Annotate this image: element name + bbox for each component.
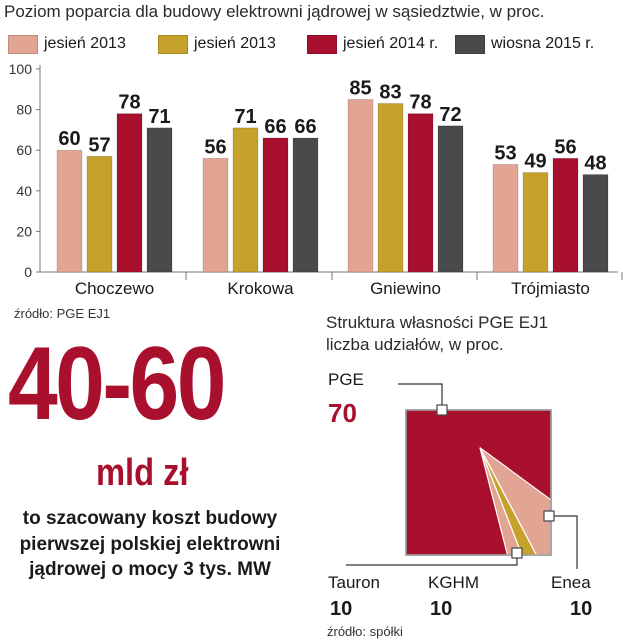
bar-value-label: 78 [118, 92, 140, 114]
bar [582, 174, 609, 273]
bar-value-label: 66 [294, 116, 316, 138]
bar-value-label: 56 [554, 136, 576, 158]
x-category-label: Gniewino [370, 279, 441, 298]
cost-description-line: to szacowany koszt budowy [22, 508, 278, 529]
leader-marker-tauron [511, 547, 523, 559]
legend-label: wiosna 2015 r. [491, 35, 595, 52]
bar [492, 164, 519, 273]
bar [86, 155, 113, 273]
legend-label: jesień 2013 [194, 35, 276, 52]
legend-item: jesień 2013 [158, 34, 276, 54]
bar [407, 113, 434, 273]
owner-name-pge: PGE [328, 370, 364, 389]
bar-value-label: 78 [409, 92, 431, 114]
y-tick-label: 80 [16, 102, 32, 118]
bar [116, 113, 143, 273]
bar-value-label: 57 [88, 134, 110, 156]
legend-item: jesień 2014 r. [307, 34, 438, 54]
bar-value-label: 66 [264, 116, 286, 138]
bar [146, 127, 173, 273]
legend-swatch [158, 34, 188, 54]
ownership-source: źródło: spółki [327, 624, 403, 639]
y-tick-label: 60 [16, 142, 32, 158]
bar-value-label: 71 [234, 106, 256, 128]
cost-description-line: pierwszej polskiej elektrowni [19, 533, 281, 555]
cost-description: to szacowany koszt budowy pierwszej pols… [0, 506, 300, 583]
legend-label: jesień 2014 r. [343, 35, 439, 52]
chart-source: źródło: PGE EJ1 [14, 306, 111, 321]
owner-value-kghm: 10 [430, 598, 453, 620]
leader-line-pge [398, 383, 443, 410]
ownership-subtitle: liczba udziałów, w proc. [326, 335, 504, 355]
share-border [405, 409, 552, 556]
owner-value-enea: 10 [570, 598, 593, 620]
bar [522, 172, 549, 273]
bar-value-label: 49 [524, 151, 546, 173]
y-tick-label: 40 [16, 183, 32, 199]
bar [292, 137, 319, 273]
y-tick-label: 0 [24, 264, 32, 280]
legend-swatch [455, 34, 485, 54]
bar-value-label: 83 [379, 82, 401, 104]
ownership-title: Struktura własności PGE EJ1 liczba udzia… [326, 312, 548, 356]
legend-item: jesień 2013 [8, 34, 126, 54]
x-category-label: Krokowa [227, 279, 294, 298]
bar [202, 157, 229, 273]
legend-swatch [8, 34, 38, 54]
owner-name-kghm: KGHM [428, 573, 479, 592]
leader-marker-enea [543, 510, 555, 522]
bar [377, 103, 404, 273]
bar-value-label: 53 [494, 142, 516, 164]
bar [437, 125, 464, 273]
bar-value-label: 60 [58, 128, 80, 150]
legend-swatch [307, 34, 337, 54]
legend-label: jesień 2013 [44, 35, 126, 52]
leader-marker-pge [436, 404, 448, 416]
bar-chart: 0 20 40 60 80 100 60 57 78 71 Choczewo 56 71 66 66 Krok… [9, 61, 623, 298]
bar [552, 157, 579, 273]
owner-name-tauron: Tauron [328, 573, 380, 592]
bar-value-label: 71 [148, 106, 170, 128]
bar [56, 149, 83, 273]
cost-unit: mld zł [96, 452, 189, 494]
bar [232, 127, 259, 273]
x-category-label: Choczewo [75, 279, 154, 298]
legend-item: wiosna 2015 r. [455, 34, 594, 54]
chart-title: Poziom poparcia dla budowy elektrowni ją… [4, 2, 545, 21]
bar-value-label: 48 [584, 153, 606, 175]
bar [262, 137, 289, 273]
bar-value-label: 85 [349, 77, 371, 99]
x-category-label: Trójmiasto [511, 279, 590, 298]
bar-value-label: 72 [439, 104, 461, 126]
y-tick-label: 100 [9, 61, 33, 77]
cost-description-line: jądrowej o mocy 3 tys. MW [29, 559, 271, 581]
bar [347, 99, 374, 273]
ownership-title-line: Struktura własności PGE EJ1 [326, 313, 549, 332]
owner-name-enea: Enea [551, 573, 591, 592]
leader-line-enea [549, 515, 578, 569]
owner-value-tauron: 10 [330, 598, 353, 620]
bar-value-label: 56 [204, 136, 226, 158]
y-tick-label: 20 [16, 223, 32, 239]
ownership-chart [346, 383, 578, 569]
owner-value-pge: 70 [328, 398, 357, 428]
cost-figure: 40-60 [8, 326, 226, 442]
